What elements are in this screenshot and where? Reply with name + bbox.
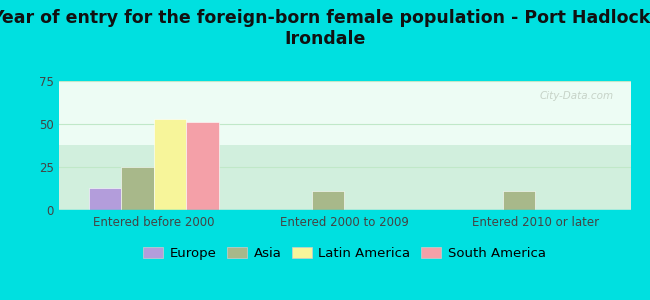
Text: City-Data.com: City-Data.com: [540, 91, 614, 101]
Bar: [122, 167, 154, 210]
Bar: [502, 191, 535, 210]
Text: Year of entry for the foreign-born female population - Port Hadlock-
Irondale: Year of entry for the foreign-born femal…: [0, 9, 650, 48]
Legend: Europe, Asia, Latin America, South America: Europe, Asia, Latin America, South Ameri…: [138, 241, 551, 265]
Bar: [187, 122, 218, 210]
Bar: [154, 119, 187, 210]
Bar: [312, 191, 344, 210]
Bar: [89, 188, 122, 210]
